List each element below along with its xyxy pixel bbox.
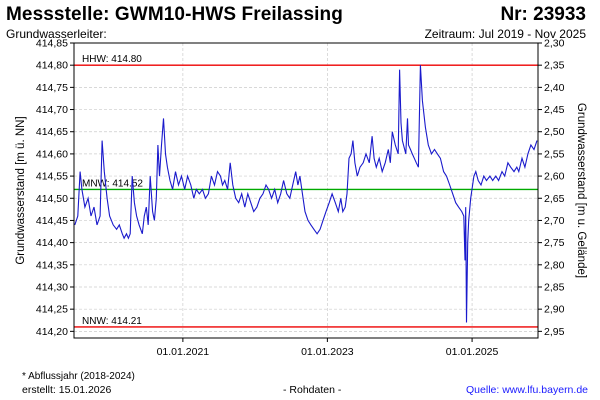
y-tick-label: 414,80 (36, 60, 68, 72)
y-tick-label: 414,45 (36, 215, 68, 227)
y2-tick-label: 2,95 (544, 326, 565, 338)
reference-lines: HHW: 414.80 MNW: 414.52 NNW: 414.21 (74, 54, 538, 328)
y-tick-label: 414,40 (36, 237, 68, 249)
y2-tick-label: 2,35 (544, 60, 565, 72)
created-date: erstellt: 15.01.2026 (22, 384, 112, 396)
raw-data-label: - Rohdaten - (283, 384, 342, 396)
y2-tick-label: 2,60 (544, 171, 565, 183)
y2-tick-label: 2,80 (544, 259, 565, 271)
aquifer-label: Grundwasserleiter: (6, 27, 107, 41)
y2-tick-label: 2,30 (544, 38, 565, 50)
period-label: Zeitraum: Jul 2019 - Nov 2025 (424, 27, 586, 41)
x-axis: 01.01.2021 01.01.2023 01.01.2025 (157, 338, 499, 358)
y2-tick-label: 2,45 (544, 104, 565, 116)
series-line (74, 65, 538, 323)
x-tick-label: 01.01.2021 (157, 346, 210, 358)
grid (74, 43, 538, 338)
y-axis-right: 2,30 2,35 2,40 2,45 2,50 2,55 2,60 2,65 2,70 2,75… (538, 38, 565, 338)
y-axis-title: Grundwasserstand [m ü. NN] (15, 116, 27, 264)
y2-tick-label: 2,50 (544, 126, 565, 138)
y-tick-label: 414,85 (36, 38, 68, 50)
y2-tick-label: 2,75 (544, 237, 565, 249)
y2-tick-label: 2,90 (544, 304, 565, 316)
ref-label-nnw: NNW: 414.21 (82, 316, 142, 327)
station-number: Nr: 23933 (500, 4, 586, 25)
plot-frame (73, 42, 539, 339)
y2-tick-label: 2,65 (544, 193, 565, 205)
source-link[interactable]: Quelle: www.lfu.bayern.de (466, 384, 588, 396)
y-tick-label: 414,25 (36, 304, 68, 316)
y2-axis-title: Grundwasserstand [m u. Gelände] (575, 103, 587, 278)
station-title: Messstelle: GWM10-HWS Freilassing (6, 4, 343, 25)
y-tick-label: 414,60 (36, 148, 68, 160)
y-tick-label: 414,55 (36, 171, 68, 183)
ref-label-mnw: MNW: 414.52 (82, 178, 143, 189)
y2-tick-label: 2,40 (544, 82, 565, 94)
y2-tick-label: 2,70 (544, 215, 565, 227)
x-tick-label: 01.01.2025 (446, 346, 499, 358)
ref-label-hhw: HHW: 414.80 (82, 54, 142, 65)
y-axis-left: 414,85 414,80 414,75 414,70 414,65 414,60 414,… (36, 38, 74, 338)
y2-tick-label: 2,85 (544, 281, 565, 293)
y-tick-label: 414,30 (36, 281, 68, 293)
y-tick-label: 414,70 (36, 104, 68, 116)
y-tick-label: 414,20 (36, 326, 68, 338)
y2-tick-label: 2,55 (544, 148, 565, 160)
footnote: * Abflussjahr (2018-2024) (22, 371, 135, 382)
y-tick-label: 414,50 (36, 193, 68, 205)
y-tick-label: 414,65 (36, 126, 68, 138)
x-tick-label: 01.01.2023 (301, 346, 354, 358)
y-tick-label: 414,35 (36, 259, 68, 271)
y-tick-label: 414,75 (36, 82, 68, 94)
